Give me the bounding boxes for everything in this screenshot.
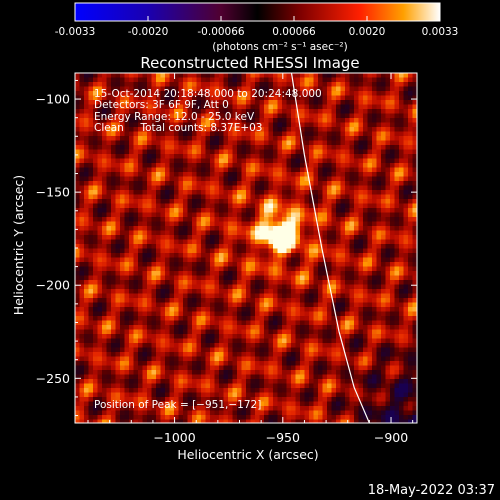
x-tick-label: −950 xyxy=(266,430,300,445)
y-tick-label: −200 xyxy=(36,278,70,293)
x-axis-label: Heliocentric X (arcsec) xyxy=(177,447,318,462)
y-axis-label: Heliocentric Y (arcsec) xyxy=(11,175,26,315)
colorbar-tick-label: -0.0033 xyxy=(55,26,96,38)
colorbar-ticks: -0.0033 -0.0020 -0.00066 0.00066 0.0020 0.003… xyxy=(55,16,459,38)
peak-position-label: Position of Peak = [−951,−172] xyxy=(94,399,261,411)
x-tick-label: −1000 xyxy=(153,430,195,445)
y-tick-label: −250 xyxy=(36,371,70,386)
colorbar-tick-label: -0.00066 xyxy=(197,26,245,38)
annotation-detectors: Detectors: 3F 6F 9F, Att 0 xyxy=(94,99,229,111)
solar-limb-curve xyxy=(290,73,370,423)
colorbar-tick-label: 0.00066 xyxy=(272,26,316,38)
colorbar-unit-label: (photons cm⁻² s⁻¹ asec⁻²) xyxy=(212,41,347,53)
heatmap-image xyxy=(75,73,417,423)
colorbar-tick-label: -0.0020 xyxy=(128,26,169,38)
footer-timestamp: 18-May-2022 03:37 xyxy=(368,483,495,498)
annotation-energy: Energy Range: 12.0 - 25.0 keV xyxy=(94,111,255,123)
x-tick-label: −900 xyxy=(374,430,408,445)
plot-axes: −1000 −950 −900 −100 −150 −200 −250 xyxy=(36,73,417,445)
y-tick-label: −150 xyxy=(36,185,70,200)
colorbar-tick-label: 0.0033 xyxy=(422,26,459,38)
y-tick-label: −100 xyxy=(36,92,70,107)
annotation-block: 15-Oct-2014 20:18:48.000 to 20:24:48.000… xyxy=(94,88,322,134)
chart-title: Reconstructed RHESSI Image xyxy=(140,54,359,72)
colorbar xyxy=(74,2,441,22)
annotation-time: 15-Oct-2014 20:18:48.000 to 20:24:48.000 xyxy=(94,88,322,100)
annotation-clean: Clean Total counts: 8.37E+03 xyxy=(94,122,263,134)
colorbar-tick-label: 0.0020 xyxy=(349,26,386,38)
